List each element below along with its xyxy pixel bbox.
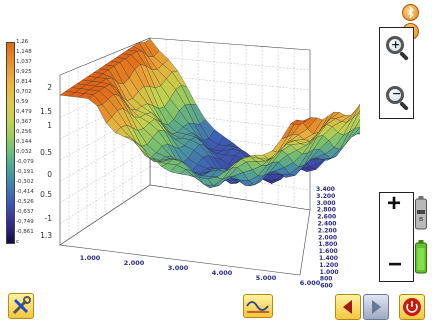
power-button[interactable] bbox=[399, 294, 425, 320]
color-scale-label: -0,302 bbox=[16, 179, 34, 185]
axis-tick-label: 2.600 bbox=[317, 214, 336, 221]
color-scale-label: 1,26 bbox=[16, 39, 29, 45]
color-scale-label: 0,925 bbox=[16, 69, 32, 75]
gain-minus-button[interactable]: − bbox=[388, 251, 403, 278]
axis-tick-label: 600 bbox=[320, 283, 333, 290]
axis-tick-label: 3.000 bbox=[317, 200, 336, 207]
grid-line bbox=[149, 111, 311, 131]
axis-tick-label: 3.400 bbox=[316, 186, 335, 193]
arrow-left-icon bbox=[343, 300, 352, 314]
grid-line bbox=[149, 74, 311, 91]
axis-tick-label: 2.800 bbox=[317, 207, 336, 214]
bluetooth-icon bbox=[407, 6, 414, 19]
color-scale-label: 0,032 bbox=[16, 149, 32, 155]
color-scale-label: -0,526 bbox=[16, 199, 34, 205]
color-scale-label: 0,814 bbox=[16, 79, 32, 85]
bluetooth-button[interactable] bbox=[402, 4, 419, 21]
surface-mesh bbox=[59, 38, 360, 188]
axis-tick-label: 5.000 bbox=[256, 274, 277, 282]
color-scale-labels: 1,26 1,148 1,037 0,925 0,814 0,702 0,59 0,479 0,… bbox=[16, 38, 56, 246]
surface-plot: 2 1.5 1 0.5 0 -0.5 -1 -1.3 1.000 2.000 3.000 4.000 5… bbox=[40, 37, 360, 290]
axis-tick-label: 1.800 bbox=[318, 241, 337, 248]
zoom-in-icon: + bbox=[386, 36, 404, 54]
prev-button[interactable] bbox=[335, 294, 361, 320]
color-scale-label: -0,861 bbox=[16, 229, 34, 235]
gain-plus-button[interactable]: + bbox=[387, 190, 402, 217]
color-scale-label: 0,702 bbox=[16, 89, 32, 95]
color-scale-label: 1,148 bbox=[16, 49, 32, 55]
surface-cell bbox=[290, 119, 307, 126]
power-icon bbox=[403, 298, 421, 316]
battery-gray-icon: ʙ bbox=[415, 196, 427, 230]
color-scale-label: 0,479 bbox=[16, 109, 32, 115]
next-button[interactable] bbox=[363, 294, 389, 320]
zoom-out-button[interactable]: − bbox=[382, 84, 410, 112]
axis-tick-label: 1.5 bbox=[40, 107, 52, 116]
arrow-right-icon bbox=[372, 300, 381, 314]
color-scale-label: 1,037 bbox=[16, 59, 32, 65]
axis-tick-label: 1.400 bbox=[319, 255, 338, 262]
axis-tick-label: 0 bbox=[47, 170, 52, 179]
color-scale-bar bbox=[6, 42, 15, 244]
plot-floor bbox=[59, 184, 311, 276]
axis-tick-label: 1.600 bbox=[319, 248, 338, 255]
axis-tick-label: 1.000 bbox=[320, 269, 339, 276]
axis-labels: 2 1.5 1 0.5 0 -0.5 -1 -1.3 1.000 2.000 3.000 4.000 5… bbox=[40, 83, 339, 290]
wave-button[interactable] bbox=[243, 294, 273, 318]
axis-tick-label: 3.000 bbox=[168, 264, 189, 272]
color-scale-label: -0,191 bbox=[16, 169, 34, 175]
grid-line bbox=[149, 92, 311, 111]
zoom-out-handle bbox=[399, 101, 409, 111]
axis-tick-label: 3.200 bbox=[316, 193, 335, 200]
zoom-panel: + − bbox=[379, 27, 414, 119]
color-scale-label: 0,367 bbox=[16, 119, 32, 125]
wave-icon bbox=[246, 301, 269, 313]
axis-tick-label: -1.3 bbox=[40, 231, 52, 240]
axis-tick-label: 1.000 bbox=[80, 254, 101, 262]
color-scale-label: 0,59 bbox=[16, 99, 29, 105]
axis-tick-label: 1 bbox=[47, 121, 52, 130]
tools-icon bbox=[12, 296, 31, 315]
svg-text:ʙ: ʙ bbox=[419, 215, 423, 223]
color-scale-label: -0,414 bbox=[16, 189, 34, 195]
grid-line bbox=[59, 166, 151, 224]
color-scale-label: -0,749 bbox=[16, 219, 34, 225]
axis-tick-label: -0.5 bbox=[40, 190, 52, 199]
axis-tick-label: 2.200 bbox=[318, 227, 337, 234]
zoom-in-button[interactable]: + bbox=[382, 34, 410, 62]
battery-green-icon bbox=[415, 240, 427, 274]
axis-tick-label: 1.200 bbox=[319, 262, 338, 269]
axis-tick-label: 800 bbox=[320, 276, 333, 283]
axis-tick-label: 2.000 bbox=[318, 234, 337, 241]
axis-tick-label: 2.000 bbox=[124, 259, 145, 267]
color-scale-label: -0,079 bbox=[16, 159, 34, 165]
grid-line bbox=[149, 56, 311, 71]
color-scale-label: 0,256 bbox=[16, 129, 32, 135]
axis-tick-label: 4.000 bbox=[212, 269, 233, 277]
color-scale-label: 0,144 bbox=[16, 139, 32, 145]
grid-line bbox=[59, 148, 151, 203]
zoom-out-icon: − bbox=[386, 86, 404, 104]
zoom-in-handle bbox=[399, 51, 409, 61]
axis-tick-label: 2.400 bbox=[318, 221, 337, 228]
axis-tick-label: 0.5 bbox=[40, 148, 52, 157]
gain-panel: + − bbox=[379, 190, 414, 282]
axis-tick-label: -1 bbox=[45, 214, 53, 223]
color-scale-label: -0,637 bbox=[16, 209, 34, 215]
axis-tick-label: 6.000 bbox=[300, 279, 321, 287]
color-scale-label: c bbox=[16, 239, 20, 245]
axis-tick-label: 2 bbox=[47, 83, 52, 92]
tools-button[interactable] bbox=[8, 293, 34, 319]
